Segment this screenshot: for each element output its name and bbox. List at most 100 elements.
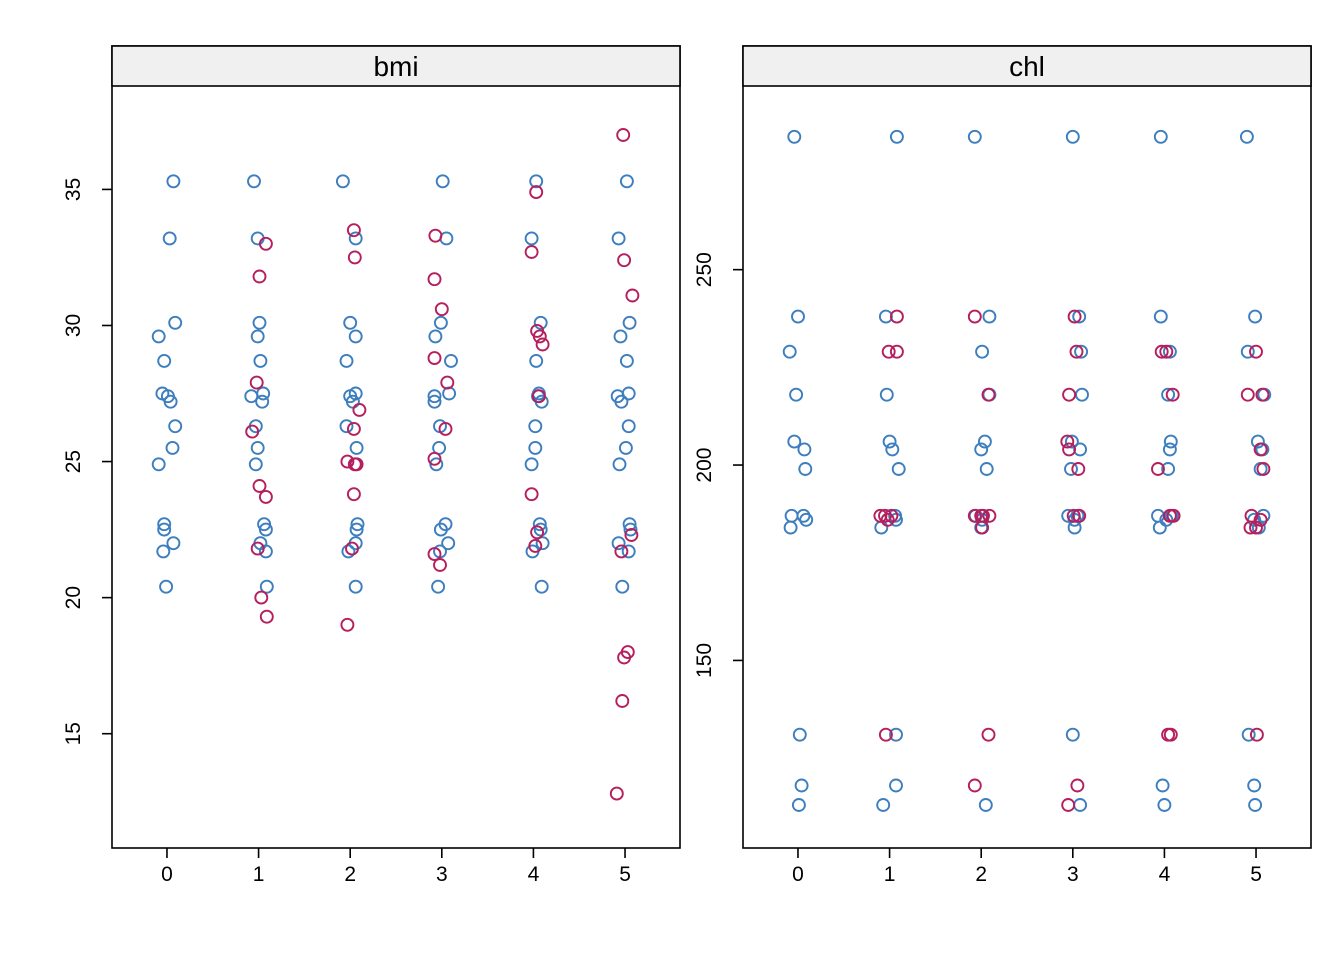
chl-observed-point-32 bbox=[979, 462, 994, 476]
bmi-strip-label: bmi bbox=[373, 51, 418, 82]
chl-imputed-point-22 bbox=[1071, 462, 1086, 476]
bmi-observed-point-30 bbox=[258, 544, 273, 559]
bmi-imputed-point-5 bbox=[258, 489, 273, 504]
bmi-observed-point-75 bbox=[535, 536, 550, 551]
bmi-observed-point-53 bbox=[427, 389, 442, 404]
chl-imputed-point-28 bbox=[1159, 344, 1174, 359]
chl-imputed-point-27 bbox=[1154, 344, 1169, 359]
x-tick-label-2: 2 bbox=[344, 863, 356, 886]
bmi-imputed-point-12 bbox=[346, 421, 361, 436]
chl-observed-point-17 bbox=[882, 434, 897, 449]
bmi-imputed-point-1 bbox=[252, 269, 267, 284]
bmi-observed-point-93 bbox=[615, 579, 630, 594]
y-tick-label-20: 20 bbox=[62, 586, 85, 609]
bmi-observed-point-70 bbox=[528, 419, 543, 434]
bmi-observed-point-9 bbox=[165, 440, 180, 455]
bmi-observed-point-11 bbox=[157, 517, 172, 532]
chl-imputed-point-21 bbox=[1062, 442, 1077, 457]
chl-observed-point-24 bbox=[889, 778, 903, 793]
bmi-observed-point-44 bbox=[341, 544, 356, 559]
bmi-imputed-point-22 bbox=[427, 351, 442, 366]
chl-observed-point-27 bbox=[982, 309, 997, 324]
bmi-observed-point-14 bbox=[156, 544, 171, 559]
chl-imputed-point-7 bbox=[878, 727, 893, 742]
chl-observed-point-49 bbox=[1073, 798, 1088, 812]
bmi-observed-point-16 bbox=[247, 174, 261, 189]
chl-observed-point-43 bbox=[1064, 462, 1078, 476]
chl-observed-point-40 bbox=[1075, 387, 1089, 402]
bmi-imputed-point-27 bbox=[433, 558, 447, 572]
bmi-observed-point-22 bbox=[244, 389, 259, 404]
chl-observed-point-55 bbox=[1162, 442, 1177, 457]
chl-imputed-point-39 bbox=[1256, 462, 1271, 476]
bmi-observed-point-20 bbox=[253, 353, 268, 368]
chl-observed-point-23 bbox=[889, 727, 903, 742]
bmi-observed-point-59 bbox=[433, 522, 448, 537]
bmi-observed-point-41 bbox=[350, 517, 365, 532]
bmi-imputed-point-44 bbox=[615, 694, 630, 708]
y-tick-label-250: 250 bbox=[693, 252, 716, 287]
bmi-observed-point-13 bbox=[166, 536, 181, 551]
bmi-observed-point-79 bbox=[611, 231, 626, 246]
chl-observed-point-30 bbox=[977, 434, 992, 449]
chl-observed-point-50 bbox=[1153, 129, 1168, 144]
chl-observed-point-1 bbox=[791, 309, 805, 324]
bmi-imputed-point-4 bbox=[252, 479, 267, 493]
chl-observed-point-64 bbox=[1248, 309, 1263, 324]
chl-imputed-point-10 bbox=[967, 508, 982, 523]
bmi-observed-point-12 bbox=[157, 522, 172, 537]
chl-observed-point-19 bbox=[891, 462, 906, 476]
chl-imputed-point-44 bbox=[1249, 727, 1264, 742]
bmi-observed-point-18 bbox=[252, 315, 267, 330]
chl-imputed-point-15 bbox=[981, 727, 996, 742]
x-tick-label-3: 3 bbox=[436, 863, 448, 886]
bmi-imputed-point-9 bbox=[346, 223, 361, 238]
bmi-imputed-point-39 bbox=[625, 288, 640, 303]
bmi-observed-point-77 bbox=[534, 579, 549, 594]
y-tick-label-30: 30 bbox=[62, 314, 85, 337]
bmi-imputed-point-3 bbox=[245, 424, 260, 439]
bmi-observed-point-4 bbox=[157, 353, 172, 368]
chl-observed-point-73 bbox=[1241, 727, 1256, 742]
bmi-imputed-point-45 bbox=[609, 786, 624, 801]
bmi-observed-point-40 bbox=[349, 440, 364, 455]
bmi-imputed-point-36 bbox=[528, 538, 543, 553]
chl-imputed-point-20 bbox=[1060, 434, 1075, 449]
chl-imputed-point-1 bbox=[881, 344, 896, 359]
bmi-observed-point-74 bbox=[533, 522, 548, 537]
bmi-imputed-point-40 bbox=[624, 528, 639, 542]
bmi-observed-point-0 bbox=[166, 174, 181, 189]
chl-imputed-point-37 bbox=[1255, 387, 1270, 402]
chl-panel: chl 0 1 2 3 4 5 150 200 250 bbox=[693, 45, 1312, 886]
chl-observed-point-53 bbox=[1161, 387, 1176, 402]
bmi-observed-point-25 bbox=[250, 440, 265, 455]
bmi-imputed-point-18 bbox=[340, 617, 355, 632]
chl-observed-point-16 bbox=[879, 387, 894, 402]
bmi-observed-point-66 bbox=[529, 353, 544, 368]
chl-imputed-point-31 bbox=[1162, 508, 1177, 523]
chl-observed-point-39 bbox=[1074, 344, 1089, 359]
chl-imputed-point-29 bbox=[1151, 462, 1165, 476]
bmi-observed-point-49 bbox=[433, 315, 448, 330]
chl-strip-label: chl bbox=[1009, 51, 1045, 82]
bmi-observed-point-46 bbox=[348, 231, 363, 246]
chl-imputed-point-8 bbox=[967, 309, 982, 324]
bmi-observed-point-7 bbox=[163, 394, 178, 409]
bmi-observed-point-64 bbox=[524, 231, 539, 246]
bmi-imputed-point-15 bbox=[349, 457, 364, 472]
bmi-imputed-point-41 bbox=[614, 544, 629, 559]
chl-imputed-point-24 bbox=[1066, 508, 1081, 523]
chl-panel-frame bbox=[742, 45, 1312, 849]
chl-observed-point-3 bbox=[789, 387, 804, 402]
y-tick-label-150: 150 bbox=[693, 643, 716, 678]
chl-imputed-point-9 bbox=[981, 387, 996, 402]
bmi-observed-point-10 bbox=[151, 457, 166, 472]
chl-observed-point-11 bbox=[792, 727, 807, 742]
bmi-observed-point-82 bbox=[619, 353, 634, 368]
y-tick-label-15: 15 bbox=[62, 722, 85, 745]
x-tick-label-5: 5 bbox=[619, 863, 631, 886]
x-tick-label-1: 1 bbox=[884, 863, 896, 886]
bmi-imputed-point-28 bbox=[529, 185, 544, 200]
chl-strip bbox=[742, 45, 1312, 87]
chl-observed-point-61 bbox=[1155, 778, 1170, 793]
